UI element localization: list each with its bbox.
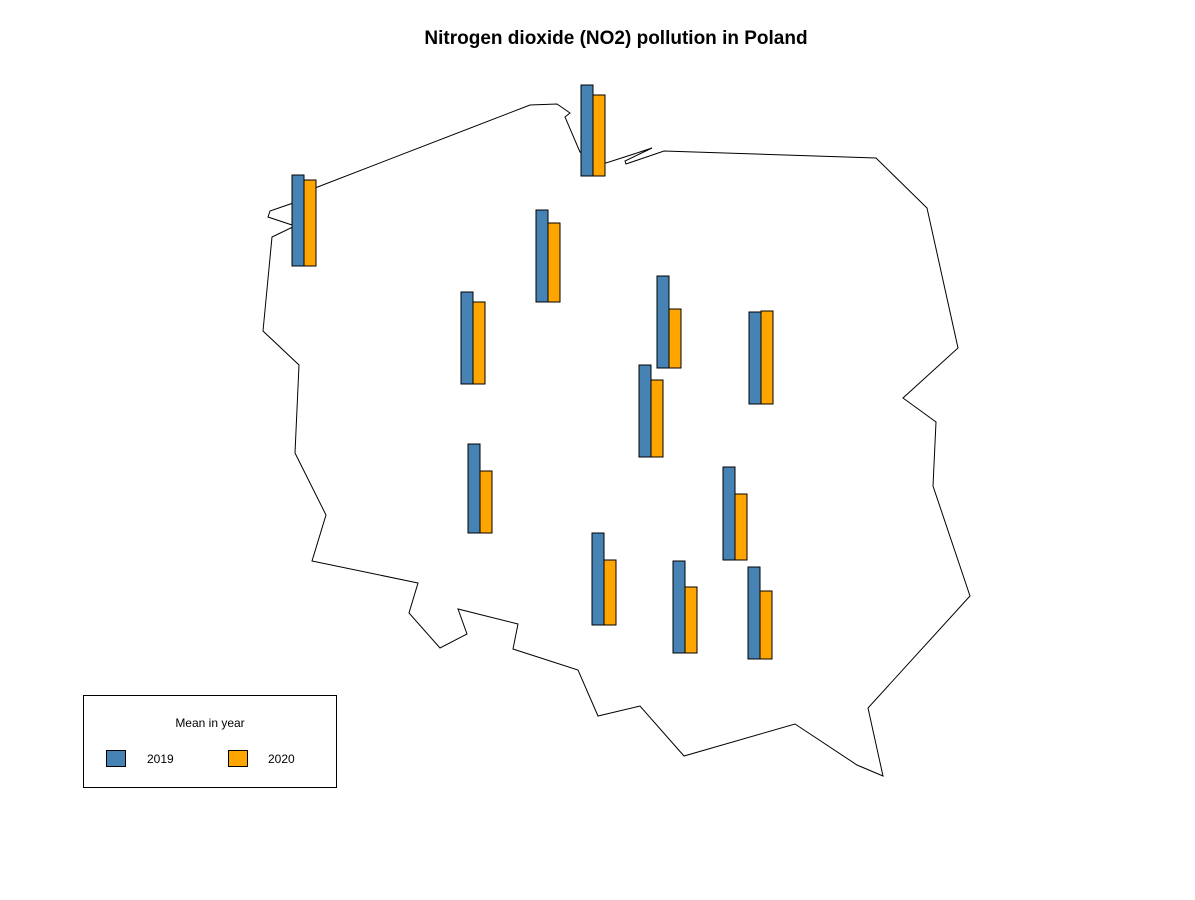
map-title: Nitrogen dioxide (NO2) pollution in Pola… <box>424 28 808 49</box>
bar-2019-city-4 <box>656 275 670 369</box>
legend-label-2020: 2020 <box>268 752 295 766</box>
legend: Mean in year 2019 2020 <box>83 695 337 788</box>
bar-2019-city-10 <box>591 532 605 626</box>
legend-swatch-2020 <box>228 750 248 767</box>
bar-2020-city-2 <box>303 179 317 267</box>
bar-2020-city-4 <box>668 308 682 369</box>
legend-title: Mean in year <box>175 716 245 730</box>
legend-swatch-2019 <box>106 750 126 767</box>
bar-2019-city-1 <box>580 84 594 177</box>
bar-2020-city-5 <box>472 301 486 385</box>
bar-2019-city-9 <box>722 466 736 561</box>
bar-2020-city-12 <box>759 590 773 660</box>
bar-2020-city-10 <box>603 559 617 626</box>
city-bars-layer <box>291 84 774 660</box>
bar-2020-city-8 <box>479 470 493 534</box>
bar-2019-city-2 <box>291 174 305 267</box>
bar-2019-city-7 <box>638 364 652 458</box>
bar-2020-city-3 <box>547 222 561 303</box>
bar-2020-city-9 <box>734 493 748 561</box>
bar-2019-city-12 <box>747 566 761 660</box>
bar-2019-city-8 <box>467 443 481 534</box>
bar-2019-city-6 <box>748 311 762 405</box>
poland-border-outline <box>262 103 971 777</box>
bar-2020-city-11 <box>684 586 698 654</box>
bar-2020-city-7 <box>650 379 664 458</box>
bar-2020-city-1 <box>592 94 606 177</box>
bar-2019-city-11 <box>672 560 686 654</box>
bar-2020-city-6 <box>760 310 774 405</box>
legend-label-2019: 2019 <box>147 752 174 766</box>
bar-2019-city-3 <box>535 209 549 303</box>
bar-2019-city-5 <box>460 291 474 385</box>
